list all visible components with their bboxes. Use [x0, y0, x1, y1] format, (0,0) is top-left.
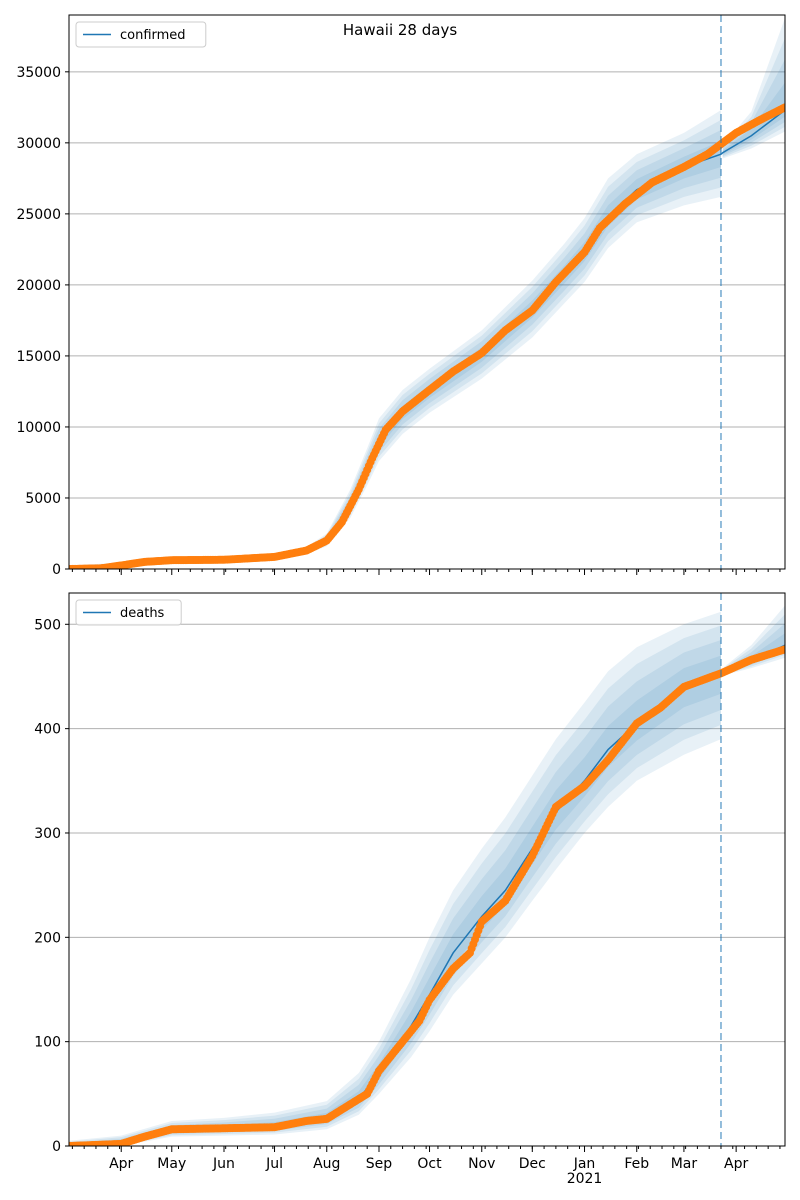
- axes-frame: [68, 592, 786, 1147]
- x-tick-label: Sep: [366, 1156, 393, 1172]
- observed-point: [781, 645, 785, 654]
- y-tick-label: 500: [34, 617, 61, 633]
- y-tick-label: 15000: [16, 349, 61, 365]
- y-tick-label: 5000: [25, 491, 61, 507]
- uncertainty-band: [69, 110, 721, 569]
- y-tick-label: 0: [52, 562, 61, 578]
- y-tick-label: 200: [34, 930, 61, 946]
- uncertainty-band: [69, 639, 721, 1146]
- panel-confirmed: 0 5000 10000 15000 20000 25000 30000 35000 confi…: [16, 14, 786, 578]
- x-tick-label: Jun: [212, 1156, 235, 1172]
- x-tick-label: Apr: [724, 1156, 748, 1172]
- legend: confirmed: [75, 21, 207, 48]
- axes-frame: [68, 14, 786, 570]
- plot-area: [69, 15, 785, 569]
- x-year-label: 2021: [567, 1171, 603, 1187]
- y-tick-label: 35000: [16, 65, 61, 81]
- y-tick-label: 10000: [16, 420, 61, 436]
- y-tick-label: 400: [34, 722, 61, 738]
- uncertainty-band: [69, 119, 721, 569]
- x-tick-label: Nov: [468, 1156, 495, 1172]
- observed-point: [781, 103, 785, 112]
- legend-box: [75, 599, 182, 626]
- uncertainty-band: [722, 82, 785, 155]
- uncertainty-band: [722, 59, 785, 156]
- x-tick-label: Jul: [265, 1156, 283, 1172]
- x-tick-label: Aug: [313, 1156, 340, 1172]
- figure-title: Hawaii 28 days: [342, 21, 458, 39]
- legend-label: confirmed: [120, 28, 186, 43]
- x-tick-label: Feb: [624, 1156, 649, 1172]
- plot-area: [69, 593, 785, 1146]
- uncertainty-band: [69, 129, 721, 569]
- x-tick-label: Apr: [109, 1156, 133, 1172]
- legend: deaths: [75, 599, 182, 626]
- uncertainty-band: [722, 614, 785, 675]
- y-tick-label: 20000: [16, 278, 61, 294]
- y-tick-label: 30000: [16, 136, 61, 152]
- x-tick-label: May: [157, 1156, 186, 1172]
- x-tick-label: Dec: [519, 1156, 546, 1172]
- x-tick-label: Mar: [671, 1156, 698, 1172]
- y-tick-label: 100: [34, 1035, 61, 1051]
- y-tick-label: 25000: [16, 207, 61, 223]
- x-tick-label: Jan: [573, 1156, 596, 1172]
- uncertainty-band: [722, 38, 785, 158]
- uncertainty-band: [69, 611, 721, 1146]
- uncertainty-band: [722, 17, 785, 159]
- y-tick-label: 300: [34, 826, 61, 842]
- panel-deaths: 0 100 200 300 400 500 Apr May Jun Jul Aug Sep Oct Nov…: [34, 592, 786, 1187]
- legend-box: [75, 21, 207, 48]
- legend-label: deaths: [120, 606, 165, 621]
- y-tick-label: 0: [52, 1139, 61, 1155]
- x-tick-label: Oct: [417, 1156, 442, 1172]
- uncertainty-band: [69, 625, 721, 1146]
